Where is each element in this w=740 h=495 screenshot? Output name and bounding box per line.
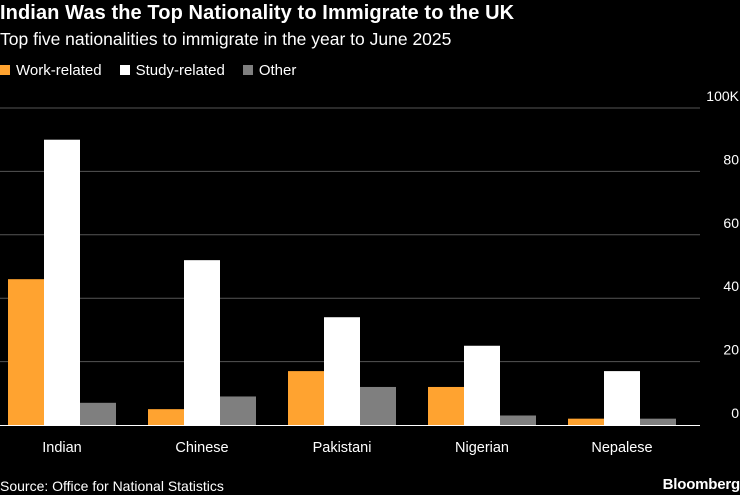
- y-tick-label: 20: [723, 342, 739, 358]
- legend-item-work: Work-related: [0, 62, 102, 79]
- bar-study-related-nigerian: [464, 345, 500, 425]
- x-tick-label: Pakistani: [313, 440, 372, 456]
- bar-work-related-pakistani: [288, 371, 324, 425]
- bar-other-indian: [80, 402, 116, 425]
- legend-swatch-work: [0, 65, 10, 75]
- bar-work-related-nigerian: [428, 386, 464, 425]
- y-tick-label: 0: [731, 405, 739, 421]
- legend-swatch-study: [119, 65, 130, 75]
- chart-title: Indian Was the Top Nationality to Immigr…: [0, 2, 515, 24]
- legend-label-study: Study-related: [135, 61, 225, 79]
- legend-item-study: Study-related: [119, 61, 225, 79]
- bar-study-related-indian: [44, 139, 80, 425]
- x-tick-label: Nigerian: [455, 440, 509, 456]
- x-tick-label: Chinese: [175, 440, 228, 456]
- source-note: Source: Office for National Statistics: [0, 478, 224, 494]
- y-tick-label: 60: [723, 215, 739, 231]
- y-tick-label: 80: [723, 151, 739, 167]
- x-tick-label: Nepalese: [591, 440, 652, 456]
- bar-work-related-nepalese: [568, 418, 604, 425]
- bar-study-related-pakistani: [324, 317, 360, 425]
- y-tick-label: 100K: [706, 88, 739, 104]
- legend-label-other: Other: [258, 61, 297, 79]
- legend-label-work: Work-related: [16, 61, 102, 79]
- legend: Work-related Study-related Other: [0, 60, 314, 80]
- bar-work-related-indian: [8, 279, 44, 425]
- y-tick-label: 40: [723, 278, 739, 294]
- x-tick-label: Indian: [42, 440, 82, 456]
- bar-other-pakistani: [360, 386, 396, 425]
- bar-other-nigerian: [500, 415, 536, 425]
- legend-item-other: Other: [242, 61, 297, 79]
- bloomberg-logo: Bloomberg: [662, 476, 740, 493]
- bar-study-related-chinese: [184, 260, 220, 425]
- bar-study-related-nepalese: [604, 371, 640, 425]
- bar-other-chinese: [220, 396, 256, 425]
- bar-work-related-chinese: [148, 409, 184, 425]
- bar-other-nepalese: [640, 418, 676, 425]
- legend-swatch-other: [242, 65, 253, 75]
- chart-subtitle: Top five nationalities to immigrate in t…: [0, 29, 452, 49]
